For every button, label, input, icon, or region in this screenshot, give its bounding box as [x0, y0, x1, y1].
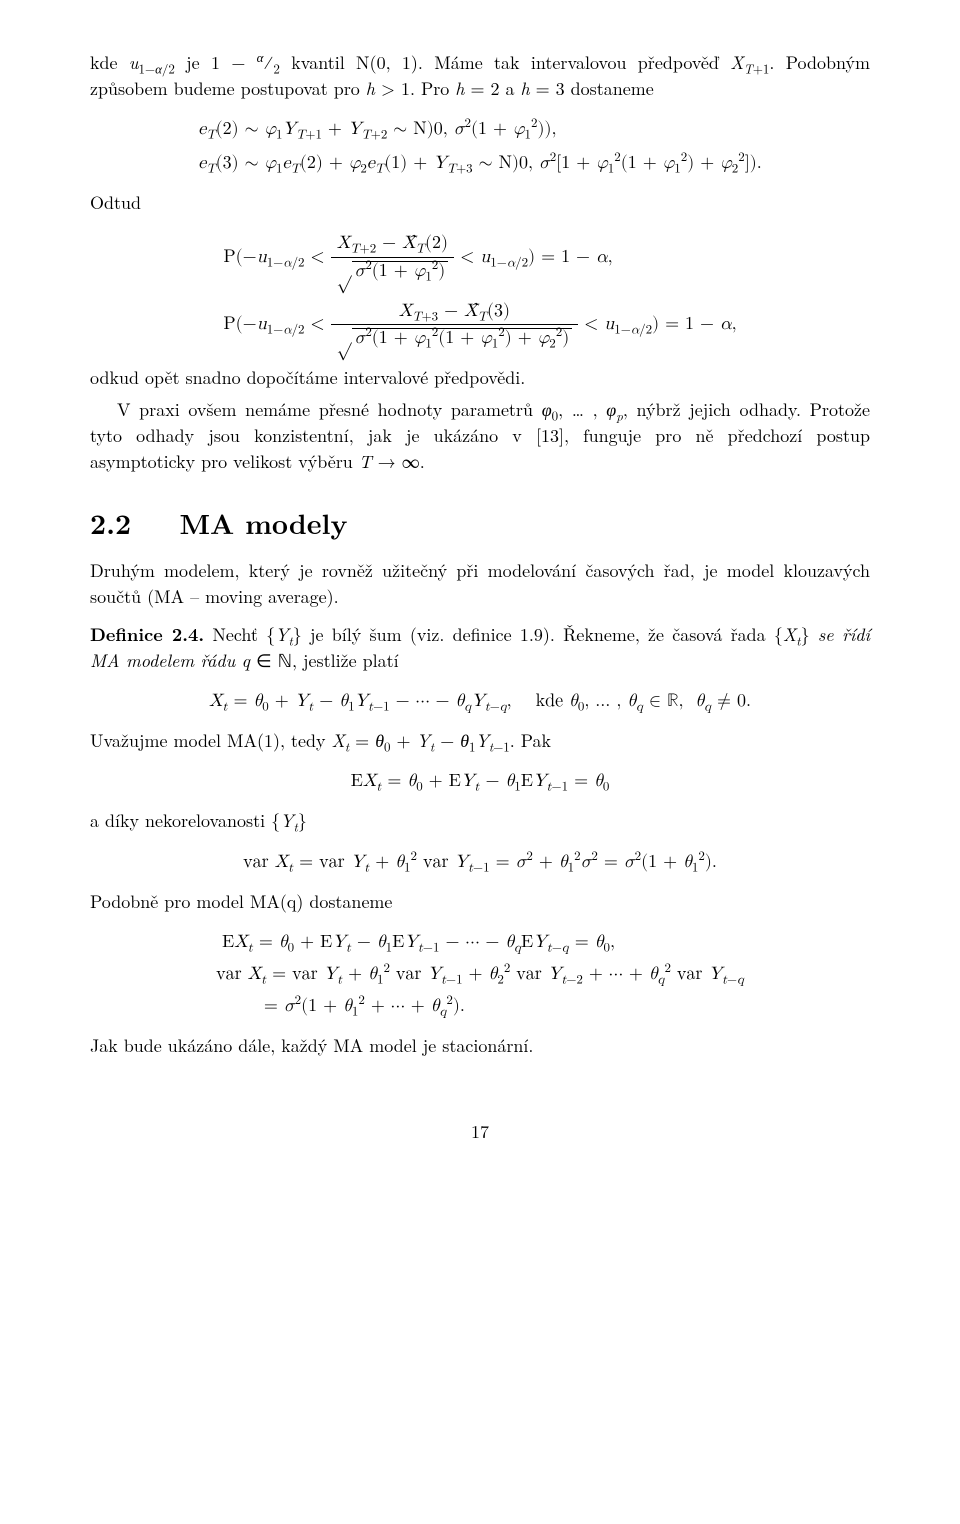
- math-line: eT(3) ∼ φ1eT(2) + φ2eT(1) + YT+3 ∼ N)0, …: [198, 150, 761, 176]
- text: V praxi ovšem nemáme přesné hodnoty para…: [90, 397, 870, 474]
- math-ext: EXt = θ0 + EYt − θ1EYt−1 = θ0: [90, 768, 870, 794]
- paragraph-praxi: V praxi ovšem nemáme přesné hodnoty para…: [90, 397, 870, 475]
- definition: Definice 2.4. Nechť {Yt} je bílý šum (vi…: [90, 622, 870, 674]
- page-container: kde u1−α/2 je 1 − α⁄2 kvantil N(0, 1). M…: [0, 0, 960, 1205]
- jak-bude: Jak bude ukázáno dále, každý MA model je…: [90, 1033, 870, 1059]
- section-heading: 2.2 MA modely: [90, 503, 870, 544]
- text: Uvažujme model MA(1), tedy Xt = θ0 + Yt …: [90, 728, 551, 753]
- odtud-label: Odtud: [90, 190, 870, 216]
- definition-text: Nechť {Yt} je bílý šum (viz. definice 1.…: [90, 622, 870, 673]
- text: a díky nekorelovanosti {Yt}: [90, 808, 307, 833]
- definition-head: Definice 2.4.: [90, 622, 204, 647]
- paragraph-odkud: odkud opět snadno dopočítáme intervalové…: [90, 365, 870, 391]
- nekorelovanosti: a díky nekorelovanosti {Yt}: [90, 808, 870, 834]
- math-line: = σ2(1 + θ12 + ⋯ + θq2).: [216, 993, 744, 1019]
- math-varxt: var Xt = var Yt + θ12 var Yt−1 = σ2 + θ1…: [90, 849, 870, 875]
- math-line: EXt = θ0 + EYt − θ1EYt−1 − ⋯ − θqEYt−q =…: [216, 929, 744, 955]
- section-title: MA modely: [179, 503, 347, 543]
- paragraph-intro: kde u1−α/2 je 1 − α⁄2 kvantil N(0, 1). M…: [90, 50, 870, 102]
- math-prob: P(−u1−α/2 < XT+2 − X̂T(2) √σ2(1 + φ12) <…: [90, 230, 870, 350]
- math-line: eT(2) ∼ φ1YT+1 + YT+2 ∼ N)0, σ2(1 + φ12)…: [198, 116, 761, 142]
- page-number: 17: [90, 1119, 870, 1145]
- math-line: P(−u1−α/2 < XT+3 − X̂T(3) √σ2(1 + φ12(1 …: [223, 298, 736, 351]
- uvazujme: Uvažujme model MA(1), tedy Xt = θ0 + Yt …: [90, 728, 870, 754]
- text: kde u1−α/2 je 1 − α⁄2 kvantil N(0, 1). M…: [90, 50, 870, 101]
- math-et: eT(2) ∼ φ1YT+1 + YT+2 ∼ N)0, σ2(1 + φ12)…: [90, 116, 870, 176]
- math-line: var Xt = var Yt + θ12 var Yt−1 + θ22 var…: [216, 961, 744, 987]
- math-ma-def: Xt = θ0 + Yt − θ1Yt−1 − ⋯ − θqYt−q, kde …: [90, 688, 870, 714]
- podobne: Podobně pro model MA(q) dostaneme: [90, 889, 870, 915]
- ma-intro: Druhým modelem, který je rovněž užitečný…: [90, 558, 870, 610]
- math-q-block: EXt = θ0 + EYt − θ1EYt−1 − ⋯ − θqEYt−q =…: [90, 929, 870, 1019]
- math-line: P(−u1−α/2 < XT+2 − X̂T(2) √σ2(1 + φ12) <…: [223, 230, 736, 283]
- section-number: 2.2: [90, 503, 131, 543]
